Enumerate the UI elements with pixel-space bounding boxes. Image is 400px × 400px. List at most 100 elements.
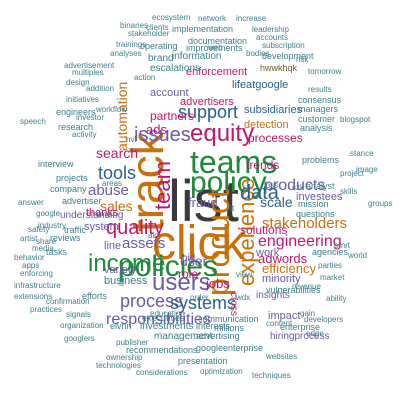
word-bodies: bodies: [246, 49, 270, 58]
word-process: process: [120, 291, 184, 311]
word-risk: risk: [296, 55, 309, 64]
word-responsibilities: responsibilities: [106, 311, 211, 328]
word-web: web: [208, 43, 223, 52]
word-activity: activity: [72, 130, 97, 139]
word-development: development: [262, 51, 314, 61]
word-advertisers: advertisers: [180, 96, 234, 108]
word-account: account: [150, 87, 189, 99]
word-subsidiaries: subsidiaries: [244, 104, 303, 116]
word-google: google: [36, 209, 61, 218]
word-users: users: [152, 269, 211, 296]
word-policies: policies: [118, 250, 219, 283]
word-data: data: [240, 182, 279, 204]
word-advertiser: advertiser: [62, 196, 102, 206]
word-processes: processes: [248, 131, 303, 145]
word-adwords: adwords: [258, 251, 308, 266]
word-loss: loss: [264, 181, 279, 190]
word-share: share: [36, 237, 57, 246]
word-workflow: workflow: [96, 105, 128, 114]
word-quality: quality: [106, 217, 164, 239]
word-vulnerabilities: vulnerabilities: [266, 285, 321, 295]
word-results: results: [308, 85, 332, 94]
word-multiples: multiples: [72, 68, 104, 77]
word-consensus: consensus: [298, 95, 342, 105]
word-assets: assets: [122, 235, 166, 252]
word-stakeholders: stakeholders: [262, 215, 348, 232]
word-initiatives: initiatives: [66, 95, 99, 104]
word-support: support: [178, 102, 239, 122]
word-organization: organization: [60, 321, 104, 330]
word-stance: stance: [350, 149, 374, 158]
word-team: team: [150, 161, 175, 210]
word-trainings: trainings: [116, 40, 147, 49]
word-recommendations: recommendations: [126, 345, 198, 355]
word-publisher: publisher: [116, 338, 149, 347]
word-ads: ads: [146, 122, 167, 137]
word-infrastructure: infrastructure: [14, 281, 61, 290]
word-project: project: [340, 169, 365, 178]
word-tools: tools: [98, 163, 137, 183]
word-engineering: engineering: [258, 233, 342, 250]
word-wdx: wdx: [236, 293, 251, 302]
word-enterprise: enterprise: [280, 322, 321, 332]
word-understanding: understanding: [60, 210, 124, 221]
word-documentation: documentation: [188, 36, 248, 46]
word-practices: practices: [30, 305, 63, 314]
word-sales: sales: [100, 198, 133, 214]
word-enforcing: enforcing: [20, 269, 53, 278]
word-investments: investments: [140, 321, 194, 332]
word-education: education: [150, 309, 185, 318]
word-areas: areas: [102, 179, 123, 188]
word-item: item: [117, 270, 126, 286]
word-nvl: nvl: [126, 135, 137, 144]
word-millions: millions: [214, 323, 245, 333]
word-teams: teams: [190, 144, 278, 180]
word-order: order: [190, 293, 209, 302]
word-hwwkhqk: hwwkhqk: [260, 63, 298, 73]
word-skills: skills: [340, 187, 358, 196]
word-management: management: [154, 331, 213, 342]
word-content: content: [266, 319, 293, 328]
word-time: time: [96, 210, 112, 219]
word-leadership: leadership: [252, 25, 289, 34]
word-parties: parties: [318, 261, 343, 270]
word-partners: partners: [150, 109, 195, 123]
word-enforcement: enforcement: [186, 66, 248, 78]
word-system: system: [84, 221, 119, 233]
word-bmrt: bmrt: [334, 241, 350, 250]
word-policy: policy: [190, 166, 267, 199]
word-income: income: [88, 250, 166, 277]
word-stakeholder: stakeholder: [128, 29, 170, 38]
word-work: work: [256, 247, 280, 259]
word-lifeatgoogle: lifeatgoogle: [232, 79, 289, 91]
word-variety: variety: [104, 264, 137, 276]
word-customer: customer: [298, 114, 336, 124]
word-implementation: implementation: [172, 24, 234, 34]
word-clients: clients: [146, 23, 169, 32]
word-considerations: considerations: [136, 368, 188, 377]
word-engineers: engineers: [56, 107, 96, 117]
word-equity: equity: [190, 120, 255, 147]
word-managers: managers: [298, 104, 339, 114]
word-world: world: [348, 251, 368, 260]
word-media: media: [32, 244, 54, 253]
word-analysis: analysis: [300, 123, 333, 133]
word-behavior: behavior: [14, 253, 45, 262]
word-search: search: [96, 145, 139, 161]
word-techniques: techniques: [252, 371, 291, 380]
word-image: image: [356, 165, 378, 174]
word-detection: detection: [244, 119, 289, 131]
word-fit: fit: [228, 204, 235, 213]
word-trends: trends: [246, 158, 280, 172]
word-network: network: [198, 14, 227, 23]
word-ability: ability: [326, 294, 347, 303]
word-interests: interests: [196, 321, 231, 331]
word-improvements: improvements: [186, 43, 243, 53]
word-gain: gain: [300, 309, 316, 318]
word-systems: systems: [170, 293, 237, 313]
word-reviews: reviews: [50, 233, 81, 243]
word-googleenterprise: googleenterprise: [196, 343, 264, 353]
word-abuse: abuse: [88, 182, 129, 199]
word-analyst: analyst: [306, 181, 335, 191]
word-aid: aid: [148, 231, 159, 240]
